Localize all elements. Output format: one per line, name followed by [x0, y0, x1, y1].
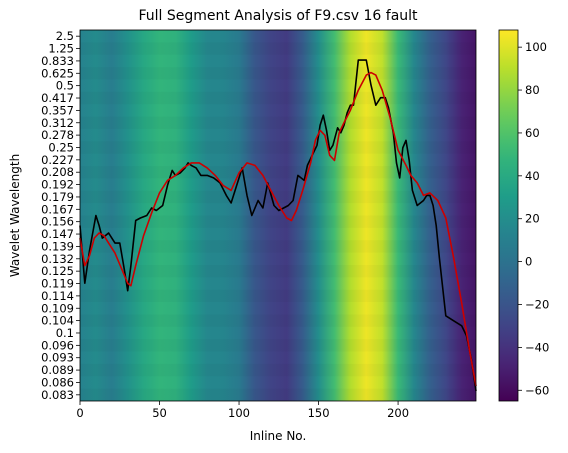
wavelength-band [80, 92, 476, 104]
y-tick-label: 0.093 [41, 351, 74, 365]
y-axis-label: Wavelet Wavelength [8, 154, 22, 277]
y-tick-label: 1.25 [48, 42, 74, 56]
y-tick-label: 0.5 [56, 79, 74, 93]
colorbar-tick-label: 80 [525, 83, 540, 97]
y-tick-label: 0.25 [48, 140, 74, 154]
y-tick-label: 0.104 [41, 314, 74, 328]
x-tick-label: 50 [152, 406, 167, 420]
colorbar-tick-label: 0 [525, 255, 532, 269]
wavelength-band [80, 364, 476, 376]
x-tick-label: 200 [387, 406, 409, 420]
y-tick-label: 0.312 [41, 116, 74, 130]
y-tick-label: 0.083 [41, 388, 74, 402]
y-tick-label: 0.125 [41, 264, 74, 278]
wavelength-band [80, 265, 476, 277]
y-tick-label: 0.086 [41, 375, 74, 389]
y-tick-label: 0.227 [41, 153, 74, 167]
y-tick-label: 0.208 [41, 165, 74, 179]
y-tick-label: 0.147 [41, 227, 74, 241]
series-line-1 [79, 59, 477, 392]
colorbar-tick-label: 60 [525, 126, 540, 140]
colorbar-tick-label: −20 [525, 297, 549, 311]
wavelength-band [80, 67, 476, 79]
y-tick-label: 0.357 [41, 103, 74, 117]
colorbar-tick-label: −40 [525, 340, 549, 354]
colorbar [498, 29, 519, 402]
colorbar-axis: −60 −40 −20 0 20 40 60 80 100 [518, 40, 549, 397]
wavelength-band [80, 314, 476, 326]
wavelength-band [80, 117, 476, 129]
x-axis-label: Inline No. [250, 429, 307, 443]
y-tick-label: 0.833 [41, 54, 74, 68]
y-tick-label: 0.167 [41, 202, 74, 216]
wavelength-band [80, 290, 476, 302]
colorbar-tick-label: −60 [525, 383, 549, 397]
series-layer [79, 59, 477, 392]
chart-title: Full Segment Analysis of F9.csv 16 fault [138, 8, 418, 24]
y-tick-label: 0.096 [41, 338, 74, 352]
heatmap-wavelength-bands [80, 42, 476, 401]
wavelength-band [80, 216, 476, 228]
y-tick-label: 0.132 [41, 252, 74, 266]
x-tick-label: 150 [308, 406, 330, 420]
x-tick-label: 0 [76, 406, 83, 420]
y-tick-label: 0.278 [41, 128, 74, 142]
y-tick-label: 0.156 [41, 215, 74, 229]
colorbar-tick-label: 20 [525, 212, 540, 226]
x-axis: 0 50 100 150 200 [76, 401, 409, 420]
wavelength-band [80, 389, 476, 401]
series-line-2 [79, 71, 477, 387]
wavelength-band [80, 141, 476, 153]
y-tick-label: 2.5 [56, 29, 74, 43]
y-tick-label: 0.089 [41, 363, 74, 377]
y-tick-label: 0.179 [41, 190, 74, 204]
y-axis: 2.51.250.8330.6250.50.4170.3570.3120.278… [41, 29, 80, 402]
y-tick-label: 0.417 [41, 91, 74, 105]
y-tick-label: 0.119 [41, 277, 74, 291]
wavelength-band [80, 166, 476, 178]
wavelength-band [80, 339, 476, 351]
y-tick-label: 0.1 [56, 326, 74, 340]
y-tick-label: 0.625 [41, 66, 74, 80]
y-tick-label: 0.109 [41, 301, 74, 315]
y-tick-label: 0.139 [41, 239, 74, 253]
y-tick-label: 0.114 [41, 289, 74, 303]
plot-frame [79, 29, 477, 402]
colorbar-tick-label: 40 [525, 169, 540, 183]
colorbar-tick-label: 100 [525, 40, 547, 54]
x-tick-label: 100 [228, 406, 250, 420]
y-tick-label: 0.192 [41, 178, 74, 192]
wavelength-band [80, 42, 476, 54]
